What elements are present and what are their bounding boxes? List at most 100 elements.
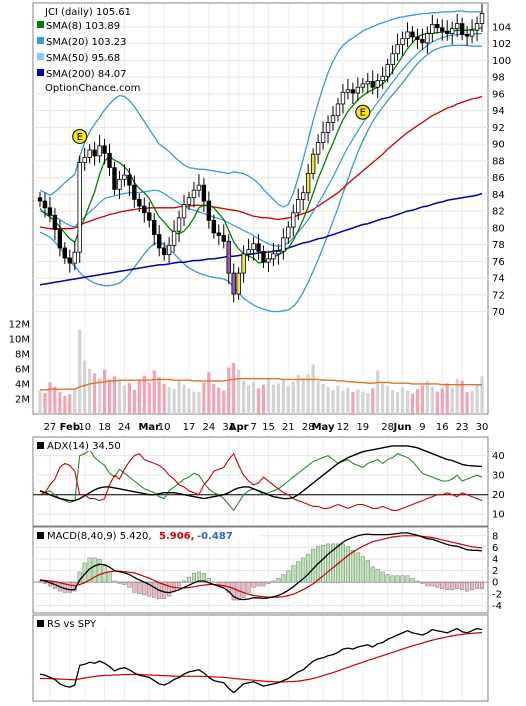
volume-bar <box>455 378 459 414</box>
macd-histogram-bar <box>241 581 246 598</box>
candle-body <box>345 89 351 93</box>
macd-histogram-bar <box>321 544 326 583</box>
macd-histogram-bar <box>350 550 355 583</box>
macd-tick-label: -2 <box>492 589 502 600</box>
candle-body <box>42 200 48 209</box>
legend-label-sma8: SMA(8) 103.89 <box>46 21 120 32</box>
volume-bar <box>440 388 444 414</box>
macd-histogram-bar <box>410 578 415 583</box>
macd-histogram-bar <box>196 571 201 583</box>
x-tick-label: 10 <box>78 422 91 433</box>
candle-body <box>62 247 68 259</box>
candle-body <box>97 145 102 157</box>
volume-bar <box>301 377 305 414</box>
volume-tick-label: 2M <box>15 394 30 405</box>
candle-body <box>107 152 112 168</box>
adx-legend-swatch <box>37 442 44 449</box>
candle-body <box>196 184 202 191</box>
volume-bar <box>450 387 454 414</box>
volume-bar <box>246 385 251 414</box>
volume-bar <box>152 370 156 414</box>
candle-body <box>375 80 380 88</box>
volume-bar <box>445 383 449 414</box>
candle-body <box>335 103 341 117</box>
volume-average-line <box>40 378 482 391</box>
candle-body <box>241 253 246 274</box>
candle-body <box>355 86 361 94</box>
macd-histogram-bar <box>360 556 365 583</box>
volume-bar <box>256 388 261 414</box>
candle-body <box>122 174 127 180</box>
x-tick-label: 18 <box>98 422 111 433</box>
volume-bar <box>43 392 47 414</box>
volume-bar <box>361 391 365 414</box>
macd-histogram-bar <box>162 581 167 600</box>
volume-bar <box>435 391 439 414</box>
signal-value-label: -0.487 <box>197 531 233 542</box>
price-tick-label: 86 <box>492 173 505 184</box>
macd-histogram-bar <box>330 543 336 583</box>
adx-lines <box>39 445 483 511</box>
macd-tick-label: 2 <box>492 566 498 577</box>
macd-histogram-bar <box>460 581 465 591</box>
bollinger-lower-line <box>39 44 482 313</box>
minus-di-line <box>39 453 483 511</box>
volume-bar <box>425 380 429 414</box>
macd-histogram-bar <box>340 543 345 583</box>
candle-body <box>400 38 405 45</box>
rs-label: RS vs SPY <box>47 619 97 630</box>
candle-body <box>464 34 470 37</box>
candle-body <box>445 30 450 35</box>
volume-bar <box>266 378 271 414</box>
rs-line <box>39 627 483 694</box>
volume-bar <box>420 385 425 414</box>
candle-body <box>186 197 192 205</box>
volume-bar <box>93 373 97 414</box>
candle-body <box>380 75 385 81</box>
volume-bar <box>242 380 246 414</box>
volume-bar <box>53 386 57 414</box>
volume-bar <box>78 329 82 414</box>
adx-line <box>39 445 483 502</box>
volume-bar <box>475 385 479 414</box>
volume-bar <box>291 381 295 414</box>
candle-body <box>47 207 53 216</box>
volume-bar <box>137 379 141 414</box>
price-panel: EE 1041021009896949290888684828078767472… <box>9 2 511 433</box>
x-tick-label: 28 <box>302 422 315 433</box>
volume-bar <box>63 395 67 414</box>
macd-histogram-bar <box>380 571 385 583</box>
volume-bar <box>73 389 77 414</box>
volume-bars <box>38 329 484 414</box>
macd-histogram-bar <box>266 581 271 584</box>
macd-legend-swatch <box>37 532 44 539</box>
price-tick-label: 80 <box>492 223 505 234</box>
volume-bar <box>470 390 474 414</box>
macd-histogram-bar <box>261 581 266 587</box>
volume-bar <box>321 383 325 414</box>
volume-bar <box>147 382 151 414</box>
macd-histogram-bar <box>395 575 400 583</box>
x-tick-label: 24 <box>118 422 131 433</box>
volume-bar <box>316 380 320 414</box>
volume-bar <box>48 382 52 414</box>
macd-signal-line <box>40 535 483 598</box>
candle-body <box>246 249 251 255</box>
volume-bar <box>107 379 112 414</box>
price-tick-label: 70 <box>492 307 505 318</box>
volume-bar <box>182 384 186 414</box>
x-tick-label: 12 <box>337 422 350 433</box>
price-tick-label: 100 <box>492 56 511 67</box>
macd-histogram-bar <box>455 581 460 589</box>
volume-bar <box>465 392 469 414</box>
candle-body <box>117 178 122 190</box>
volume-bar <box>192 391 196 414</box>
macd-histogram-bar <box>400 575 405 583</box>
macd-histogram-bar <box>107 571 112 583</box>
x-tick-label: Feb <box>60 422 80 433</box>
candle-body <box>365 80 370 85</box>
volume-bar <box>83 360 87 414</box>
macd-histogram-bar <box>186 576 192 583</box>
rs-label-bg <box>35 617 105 629</box>
